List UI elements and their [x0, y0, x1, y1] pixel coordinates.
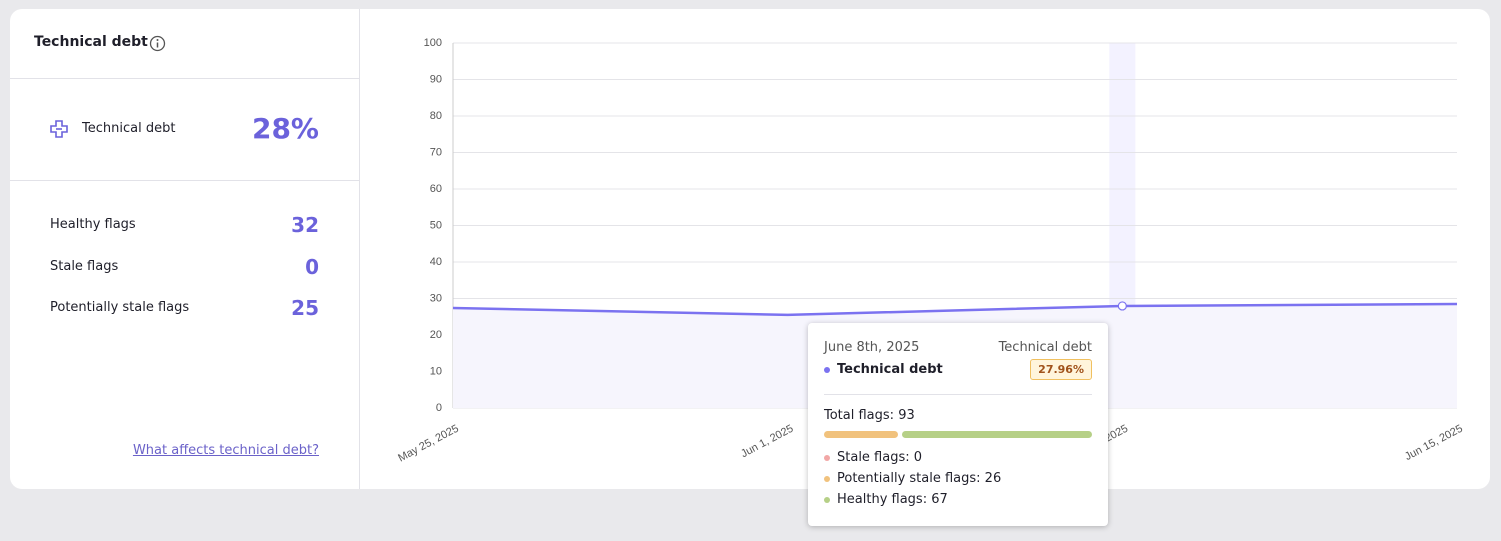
flag-bar-segment: [901, 431, 1092, 438]
tooltip-value: 27.96%: [1030, 359, 1092, 380]
flag-bar: [824, 431, 1092, 438]
y-tick-label: 100: [424, 37, 442, 49]
metric-label: Technical debt: [82, 121, 176, 136]
metric-icon: [50, 120, 68, 138]
help-link[interactable]: What affects technical debt?: [132, 443, 319, 458]
flag-label: Healthy flags:: [837, 492, 928, 507]
y-tick-label: 40: [430, 256, 442, 268]
stat-value: 25: [291, 296, 319, 320]
divider: [10, 180, 359, 181]
tooltip: June 8th, 2025 Technical debt Technical …: [808, 323, 1108, 526]
legend-dot: [824, 496, 830, 503]
flag-row: Potentially stale flags: 26: [824, 471, 1001, 486]
total-label: Total flags:: [824, 408, 895, 423]
tooltip-total: Total flags: 93: [824, 408, 915, 423]
divider: [824, 394, 1092, 395]
metric-value: 28%: [251, 112, 319, 145]
card: Technical debt Technical debt 28% Health…: [10, 9, 1490, 489]
y-tick-label: 20: [430, 329, 442, 341]
tooltip-series-name: Technical debt: [837, 362, 943, 377]
y-tick-label: 10: [430, 365, 442, 377]
legend-dot: [824, 366, 830, 373]
x-tick-label: Jun 15, 2025: [1403, 423, 1465, 463]
stat-value: 0: [305, 255, 319, 279]
flag-value: 67: [931, 492, 948, 507]
stat-value: 32: [291, 213, 319, 237]
stat-label: Stale flags: [50, 259, 119, 274]
tooltip-date: June 8th, 2025: [824, 340, 920, 355]
legend-dot: [824, 454, 830, 461]
tooltip-series-row: Technical debt: [824, 362, 943, 377]
divider: [10, 78, 359, 79]
y-tick-label: 50: [430, 219, 442, 231]
stat-label: Healthy flags: [50, 217, 136, 232]
y-tick-label: 90: [430, 73, 442, 85]
stat-label: Potentially stale flags: [50, 300, 190, 315]
total-value: 93: [898, 408, 915, 423]
info-icon[interactable]: [149, 35, 166, 52]
y-tick-label: 80: [430, 110, 442, 122]
summary-panel: Technical debt Technical debt 28% Health…: [10, 9, 360, 489]
y-tick-label: 30: [430, 292, 442, 304]
line: [452, 302, 1458, 317]
flag-bar-segment: [824, 431, 898, 438]
hover-point: [1117, 301, 1127, 311]
tooltip-series: Technical debt: [998, 340, 1092, 355]
y-tick-label: 0: [436, 402, 442, 414]
flag-row: Healthy flags: 67: [824, 492, 948, 507]
flag-value: 0: [913, 450, 923, 465]
flag-row: Stale flags: 0: [824, 450, 922, 465]
flag-value: 26: [984, 471, 1002, 486]
flag-label: Potentially stale flags:: [837, 471, 981, 486]
x-tick-label: May 25, 2025: [396, 423, 460, 465]
panel-title: Technical debt: [34, 34, 148, 50]
y-tick-label: 70: [430, 146, 442, 158]
y-tick-label: 60: [430, 183, 442, 195]
legend-dot: [824, 475, 830, 482]
flag-label: Stale flags:: [837, 450, 910, 465]
x-tick-label: Jun 1, 2025: [739, 423, 795, 461]
